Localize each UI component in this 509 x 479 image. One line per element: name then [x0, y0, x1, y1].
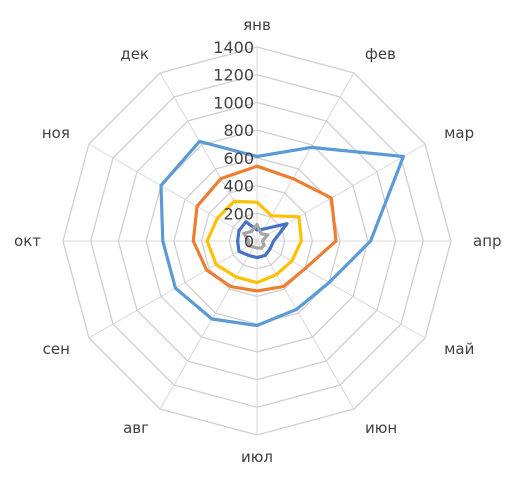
category-label: сен — [43, 340, 70, 358]
category-label: авг — [123, 419, 149, 437]
radar-spoke — [88, 143, 258, 242]
category-label: фев — [365, 45, 396, 63]
tick-label: 800 — [223, 121, 254, 140]
radial-tick-labels: 0 200 400 600 800 1000 1200 1400 — [213, 38, 254, 251]
radar-grid — [62, 46, 452, 436]
category-labels: янв фев мар апр май июн июл авг сен окт ноя дек — [14, 16, 502, 466]
radar-grid-ring — [90, 74, 424, 408]
radar-spoke — [88, 240, 258, 339]
category-label: июн — [365, 419, 397, 437]
radar-grid-ring — [228, 212, 286, 270]
category-label: окт — [14, 232, 41, 250]
radar-spoke — [159, 240, 258, 410]
radar-grid-ring — [200, 184, 314, 298]
radar-series-1 — [159, 139, 405, 328]
radar-spoke — [256, 240, 355, 410]
radar-series-group — [159, 139, 405, 328]
category-label: май — [444, 340, 474, 358]
radar-grid-ring — [117, 101, 397, 381]
tick-label: 200 — [223, 204, 254, 223]
category-label: мар — [444, 124, 474, 142]
category-label: янв — [243, 16, 271, 34]
tick-label: 600 — [223, 149, 254, 168]
radar-series-3 — [205, 199, 303, 285]
radar-series-4 — [236, 220, 289, 260]
radar-spoke — [256, 240, 426, 339]
radar-series-2 — [191, 164, 338, 293]
tick-label: 1000 — [213, 93, 254, 112]
tick-label: 0 — [244, 232, 254, 251]
radar-series-5 — [242, 222, 270, 250]
tick-label: 1400 — [213, 38, 254, 57]
radar-spoke — [159, 72, 258, 242]
category-label: дек — [120, 45, 149, 63]
category-label: апр — [473, 232, 502, 250]
category-label: июл — [241, 448, 273, 466]
tick-label: 400 — [223, 177, 254, 196]
tick-label: 1200 — [213, 66, 254, 85]
category-label: ноя — [42, 124, 70, 142]
radar-grid-ring — [62, 46, 452, 436]
radar-spoke — [256, 72, 355, 242]
